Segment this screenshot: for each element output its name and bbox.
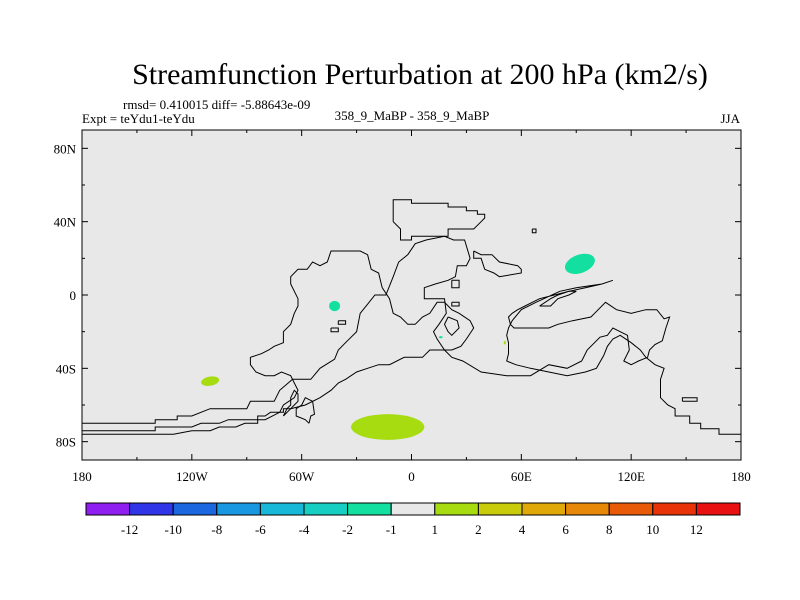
x-axis: 180 120W 60W 0 60E 120E 180 (72, 130, 751, 484)
coastline-13 (451, 279, 460, 289)
colorbar-label: 2 (475, 522, 482, 537)
colorbar-swatch (85, 502, 131, 516)
colorbar-swatch (172, 502, 218, 516)
colorbar-label: 1 (432, 522, 439, 537)
coastline-5 (337, 320, 347, 325)
anomaly-2 (201, 376, 220, 386)
colorbar-label: -1 (386, 522, 397, 537)
colorbar-swatch (303, 502, 349, 516)
anomaly-0 (564, 253, 595, 274)
coastline-4 (451, 301, 460, 307)
colorbar-swatch (521, 502, 567, 516)
colorbar-label: -2 (342, 522, 353, 537)
colorbar-swatch (652, 502, 697, 516)
colorbar-label: -8 (211, 522, 222, 537)
season-label: JJA (720, 111, 740, 126)
x-tick-label: 180 (72, 469, 92, 484)
colorbar-label: -6 (255, 522, 266, 537)
coastline-1 (82, 250, 475, 435)
colorbar-swatch (565, 502, 610, 516)
colorbar-swatch (434, 502, 479, 516)
x-tick-label: 60W (289, 469, 315, 484)
colorbar-label: 8 (606, 522, 613, 537)
coastline-7 (295, 397, 316, 424)
anomaly-5 (503, 340, 506, 345)
y-axis: 80N 40N 0 40S 80S (54, 141, 741, 450)
colorbar-label: 6 (562, 522, 569, 537)
colorbar-label: 10 (646, 522, 659, 537)
coastline-9 (681, 397, 698, 402)
colorbar-swatch (608, 502, 654, 516)
colorbar-swatch (477, 502, 523, 516)
y-tick-label: 80N (54, 141, 77, 156)
coastline-11 (539, 290, 577, 307)
x-tick-label: 180 (731, 469, 751, 484)
anomaly-3 (351, 414, 425, 440)
colorbar-label: -10 (165, 522, 182, 537)
anomaly-layer (201, 253, 595, 440)
stats-text: rmsd= 0.410015 diff= -5.88643e-09 (123, 97, 310, 112)
colorbar-swatch (129, 502, 174, 516)
y-tick-label: 0 (70, 288, 77, 303)
experiment-text: Expt = teYdu1-teYdu (82, 111, 195, 126)
coastline-10 (443, 316, 460, 337)
center-subtitle: 358_9_MaBP - 358_9_MaBP (335, 108, 490, 123)
colorbar-swatch (695, 502, 741, 516)
colorbar-label: -12 (121, 522, 138, 537)
colorbar-swatch (259, 502, 305, 516)
coastline-2 (392, 199, 486, 241)
colorbar-label: 4 (519, 522, 526, 537)
coastline-12 (531, 228, 537, 234)
chart-title: Streamfunction Perturbation at 200 hPa (… (132, 58, 708, 91)
y-tick-label: 40N (54, 215, 77, 230)
plot-area (82, 130, 741, 460)
coastline-layer (82, 199, 741, 435)
coastline-8 (282, 389, 299, 417)
colorbar: -12 -10 -8 -6 -4 -2 -1 1 2 4 6 8 10 12 (85, 502, 741, 537)
colorbar-swatch (347, 502, 392, 516)
anomaly-4 (438, 336, 443, 339)
x-tick-label: 60E (511, 469, 532, 484)
coastline-0 (82, 235, 741, 435)
colorbar-label: 12 (690, 522, 703, 537)
x-tick-label: 0 (408, 469, 415, 484)
colorbar-swatch (390, 502, 436, 516)
anomaly-1 (329, 300, 341, 312)
coastline-6 (330, 327, 339, 333)
x-tick-label: 120E (617, 469, 645, 484)
colorbar-swatch (216, 502, 261, 516)
coastline-3 (473, 250, 522, 278)
colorbar-label: -4 (299, 522, 310, 537)
y-tick-label: 40S (56, 361, 76, 376)
y-tick-label: 80S (56, 435, 76, 450)
x-tick-label: 120W (176, 469, 209, 484)
